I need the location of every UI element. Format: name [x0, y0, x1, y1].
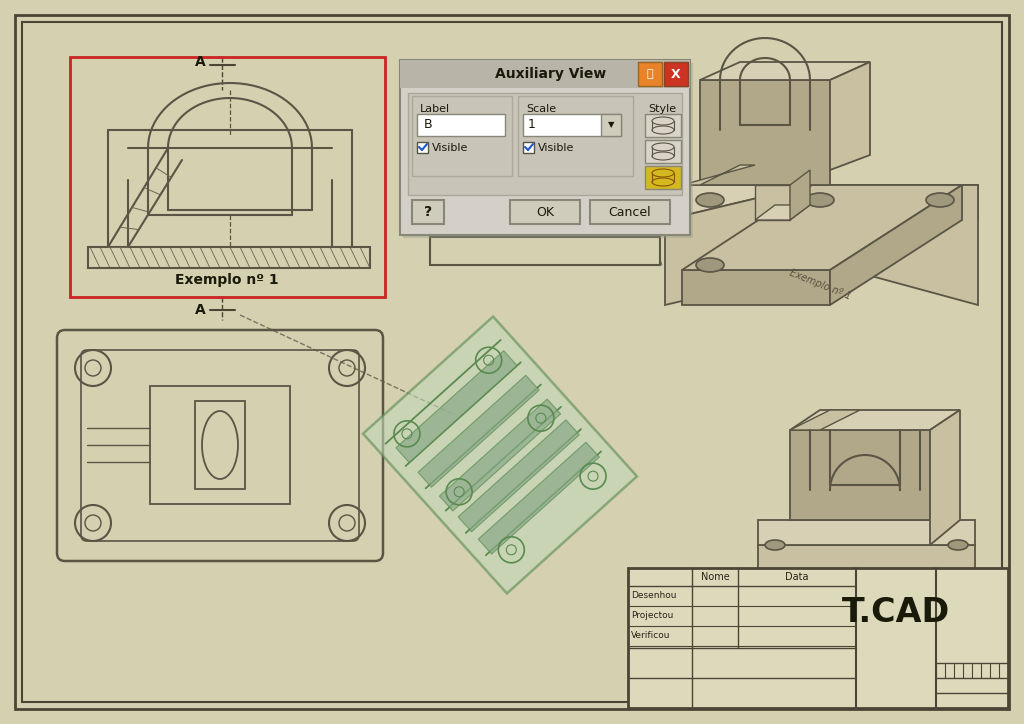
Ellipse shape — [806, 193, 834, 207]
Bar — [430, 237, 660, 265]
Bar — [417, 142, 428, 153]
Bar — [400, 60, 690, 235]
Polygon shape — [682, 185, 962, 270]
Polygon shape — [665, 185, 978, 305]
Bar — [523, 114, 621, 136]
Bar — [150, 386, 290, 504]
Ellipse shape — [926, 193, 954, 207]
Bar — [400, 60, 690, 88]
Bar — [408, 93, 682, 195]
Text: Verificou: Verificou — [631, 631, 671, 641]
Text: A: A — [195, 55, 206, 69]
Text: B: B — [424, 119, 432, 132]
Polygon shape — [755, 205, 810, 220]
Bar — [417, 114, 505, 136]
Bar — [70, 57, 385, 297]
Text: Exemplo nº 1: Exemplo nº 1 — [175, 273, 279, 287]
Text: X: X — [671, 67, 681, 80]
Text: Style: Style — [648, 104, 676, 114]
Bar — [88, 247, 370, 268]
Text: 1: 1 — [528, 119, 536, 132]
Text: Visible: Visible — [538, 143, 574, 153]
Bar — [638, 62, 662, 86]
Text: Cancel: Cancel — [608, 206, 651, 219]
Polygon shape — [682, 270, 830, 305]
Bar — [403, 63, 693, 238]
Polygon shape — [700, 80, 830, 185]
Polygon shape — [665, 185, 978, 220]
Bar — [510, 200, 580, 224]
Polygon shape — [790, 410, 860, 430]
Polygon shape — [830, 62, 870, 170]
Polygon shape — [790, 170, 810, 220]
Text: Auxiliary View: Auxiliary View — [495, 67, 606, 81]
Polygon shape — [418, 375, 540, 487]
Text: ▼: ▼ — [608, 120, 614, 130]
Bar — [590, 200, 670, 224]
Polygon shape — [364, 316, 637, 594]
Text: ⛓: ⛓ — [647, 69, 653, 79]
Ellipse shape — [696, 258, 724, 272]
Text: Label: Label — [420, 104, 451, 114]
Polygon shape — [665, 185, 812, 305]
Polygon shape — [755, 185, 790, 220]
Bar — [645, 114, 681, 137]
Bar — [412, 200, 444, 224]
Text: Visible: Visible — [432, 143, 468, 153]
Polygon shape — [758, 520, 975, 545]
Bar — [601, 114, 621, 136]
Text: OK: OK — [536, 206, 554, 219]
Polygon shape — [396, 350, 517, 463]
Ellipse shape — [765, 540, 785, 550]
Polygon shape — [478, 442, 599, 554]
Polygon shape — [758, 545, 975, 570]
Polygon shape — [930, 410, 961, 545]
Ellipse shape — [696, 193, 724, 207]
Text: Scale: Scale — [526, 104, 556, 114]
Text: Exemplo nº 1: Exemplo nº 1 — [787, 268, 852, 302]
Bar — [628, 568, 1008, 708]
Bar — [523, 142, 534, 153]
Text: A: A — [195, 303, 206, 317]
Polygon shape — [682, 165, 755, 185]
Text: Desenhou: Desenhou — [631, 592, 677, 600]
Polygon shape — [830, 185, 962, 305]
Polygon shape — [790, 430, 930, 520]
Bar — [645, 166, 681, 189]
Text: Nome: Nome — [700, 572, 729, 582]
Polygon shape — [790, 410, 961, 430]
Polygon shape — [700, 62, 870, 80]
Bar — [195, 401, 245, 489]
Bar — [664, 62, 688, 86]
Ellipse shape — [948, 540, 968, 550]
Bar — [518, 96, 633, 176]
Text: T.CAD: T.CAD — [842, 597, 950, 629]
Polygon shape — [458, 420, 580, 531]
Polygon shape — [439, 399, 560, 511]
Bar — [645, 140, 681, 163]
Bar — [412, 96, 512, 176]
Text: Data: Data — [785, 572, 809, 582]
Text: ?: ? — [424, 205, 432, 219]
Text: Projectou: Projectou — [631, 612, 674, 620]
